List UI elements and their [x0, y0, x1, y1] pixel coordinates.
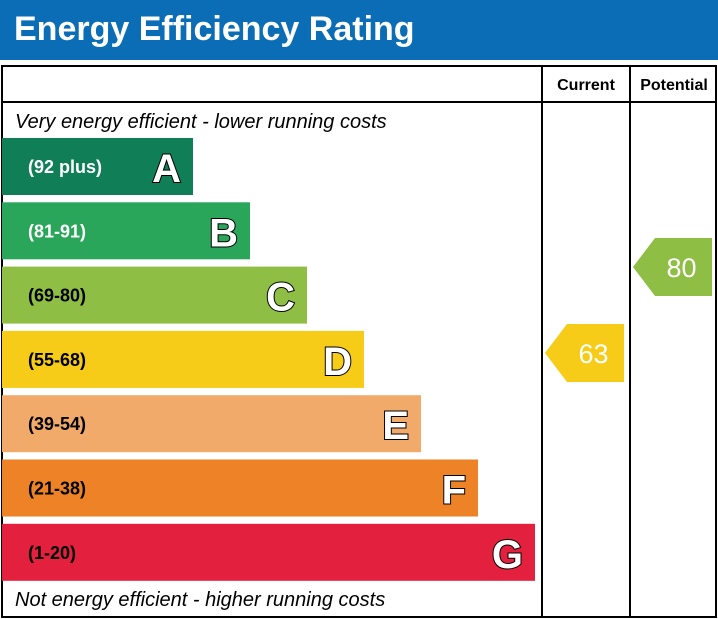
band-bar-g: [2, 523, 535, 581]
bottom-note: Not energy efficient - higher running co…: [15, 589, 385, 611]
band-letter-a: A: [152, 147, 181, 191]
band-range-e: (39-54): [28, 414, 86, 434]
band-bar-c: [2, 266, 307, 324]
column-header-potential: Potential: [640, 77, 708, 94]
band-range-g: (1-20): [28, 543, 76, 563]
band-bar-a: [2, 138, 193, 195]
band-bar-d: [2, 330, 364, 388]
column-header-current: Current: [557, 77, 615, 94]
page-title: Energy Efficiency Rating: [14, 10, 415, 48]
band-bar-e: [2, 395, 421, 453]
band-range-c: (69-80): [28, 286, 86, 306]
band-letter-b: B: [209, 211, 238, 255]
band-bar-f: [2, 459, 478, 517]
band-range-a: (92 plus): [28, 157, 102, 177]
band-letter-e: E: [382, 404, 409, 448]
potential-rating-arrow: [633, 238, 712, 296]
band-letter-c: C: [266, 276, 295, 320]
band-range-d: (55-68): [28, 350, 86, 370]
band-bar-b: [2, 202, 250, 260]
potential-rating-value: 80: [666, 253, 696, 283]
band-letter-f: F: [442, 469, 466, 513]
band-range-b: (81-91): [28, 221, 86, 241]
band-range-f: (21-38): [28, 479, 86, 499]
band-letter-d: D: [323, 340, 352, 384]
current-rating-value: 63: [578, 339, 608, 369]
current-rating-arrow: [545, 324, 624, 382]
band-letter-g: G: [492, 533, 523, 577]
top-note: Very energy efficient - lower running co…: [15, 111, 387, 133]
header: Energy Efficiency Rating: [0, 0, 718, 60]
